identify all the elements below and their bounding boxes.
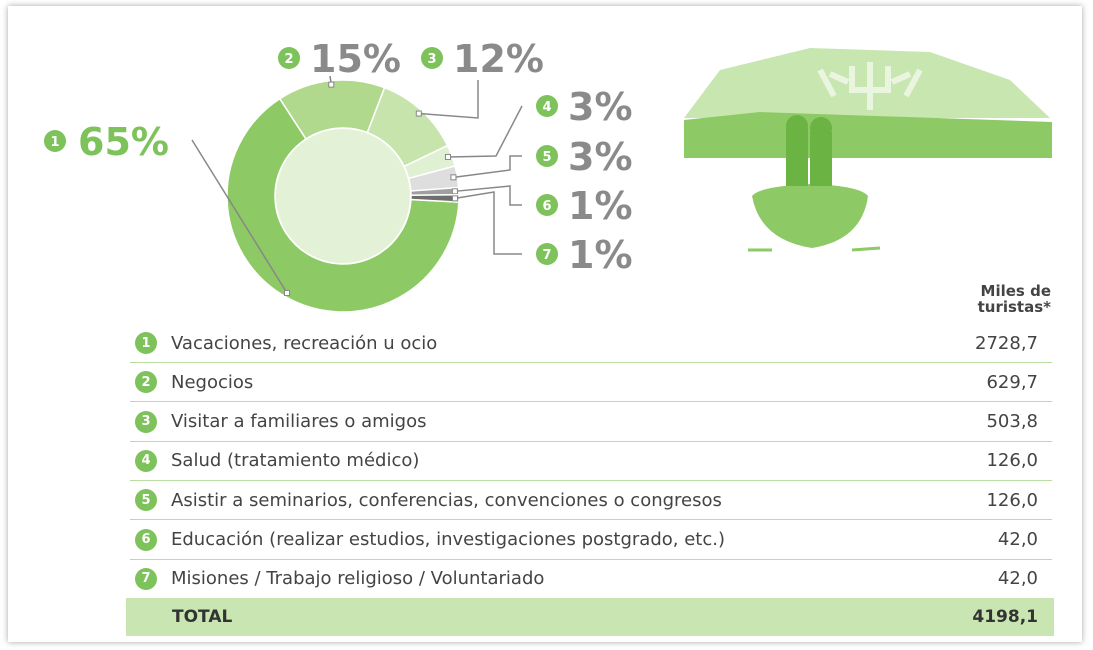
row-value: 126,0 bbox=[986, 450, 1038, 472]
row-label: Educación (realizar estudios, investigac… bbox=[171, 529, 725, 550]
row-label: Salud (tratamiento médico) bbox=[171, 450, 420, 472]
label-badge bbox=[278, 47, 300, 69]
value-label: 12% bbox=[453, 37, 544, 81]
value-label: 3% bbox=[568, 85, 633, 129]
leader-line bbox=[453, 155, 522, 179]
donut-hole bbox=[276, 129, 410, 263]
leader-dot bbox=[451, 195, 458, 202]
row-badge: 7 bbox=[135, 567, 157, 590]
row-badge: 5 bbox=[135, 489, 157, 512]
leader-dot bbox=[450, 174, 457, 181]
row-label: Asistir a seminarios, conferencias, conv… bbox=[171, 489, 722, 511]
label-badge bbox=[536, 95, 558, 117]
table-row: 4 Salud (tratamiento médico) 126,0 bbox=[130, 442, 1052, 481]
leader-line bbox=[447, 105, 523, 158]
label-badge bbox=[421, 47, 443, 69]
row-badge: 1 bbox=[135, 332, 157, 354]
label-number: 7 bbox=[542, 248, 551, 263]
value-label: 15% bbox=[310, 37, 401, 81]
value-label: 1% bbox=[568, 233, 633, 277]
row-label: Vacaciones, recreación u ocio bbox=[171, 332, 438, 354]
total-row: TOTAL 4198,1 bbox=[126, 598, 1054, 636]
leader-dot bbox=[444, 153, 451, 160]
total-label: TOTAL bbox=[172, 607, 233, 627]
row-label: Misiones / Trabajo religioso / Voluntari… bbox=[171, 568, 545, 590]
value-label: 1% bbox=[568, 184, 633, 228]
row-label: Visitar a familiares o amigos bbox=[171, 411, 427, 433]
leader-dot bbox=[328, 81, 335, 88]
label-number: 5 bbox=[542, 150, 551, 165]
label-badge bbox=[536, 194, 558, 216]
row-value: 503,8 bbox=[986, 411, 1038, 433]
row-badge: 2 bbox=[135, 371, 157, 394]
row-value: 629,7 bbox=[986, 371, 1038, 393]
row-value: 126,0 bbox=[986, 489, 1038, 511]
row-badge: 6 bbox=[135, 528, 157, 551]
total-value: 4198,1 bbox=[972, 607, 1038, 627]
table-row: 7 Misiones / Trabajo religioso / Voluntar… bbox=[130, 560, 1052, 599]
label-number: 3 bbox=[427, 52, 436, 67]
row-value: 42,0 bbox=[997, 568, 1038, 590]
value-label: 3% bbox=[568, 135, 633, 179]
row-value: 2728,7 bbox=[975, 332, 1038, 354]
leader-line bbox=[454, 185, 522, 206]
table-row: 5 Asistir a seminarios, conferencias, con… bbox=[130, 481, 1052, 521]
row-label: Negocios bbox=[171, 371, 254, 393]
leader-line bbox=[454, 191, 522, 255]
table-header: Miles de turistas* bbox=[977, 282, 1051, 316]
leader-line bbox=[191, 139, 288, 294]
row-badge: 4 bbox=[135, 449, 157, 472]
leader-dot bbox=[415, 110, 422, 117]
row-badge: 3 bbox=[135, 410, 157, 433]
label-badge bbox=[536, 145, 558, 167]
label-badge bbox=[536, 243, 558, 265]
pie-slice bbox=[226, 97, 460, 313]
table-row: 6 Educación (realizar estudios, investiga… bbox=[130, 521, 1052, 560]
leader-line bbox=[418, 80, 479, 119]
row-value: 42,0 bbox=[997, 529, 1038, 550]
leader-dot bbox=[451, 188, 458, 195]
table-row: 2 Negocios 629,7 bbox=[130, 363, 1052, 403]
label-number: 2 bbox=[284, 52, 293, 67]
leader-dot bbox=[284, 289, 290, 296]
label-number: 4 bbox=[542, 100, 551, 115]
label-number: 1 bbox=[50, 135, 59, 150]
label-badge bbox=[44, 130, 66, 152]
illustration bbox=[684, 48, 1052, 252]
label-number: 6 bbox=[542, 199, 551, 214]
value-label: 65% bbox=[78, 120, 169, 164]
table-row: 3 Visitar a familiares o amigos 503,8 bbox=[130, 403, 1052, 442]
table-row: 1 Vacaciones, recreación u ocio 2728,7 bbox=[130, 324, 1052, 363]
